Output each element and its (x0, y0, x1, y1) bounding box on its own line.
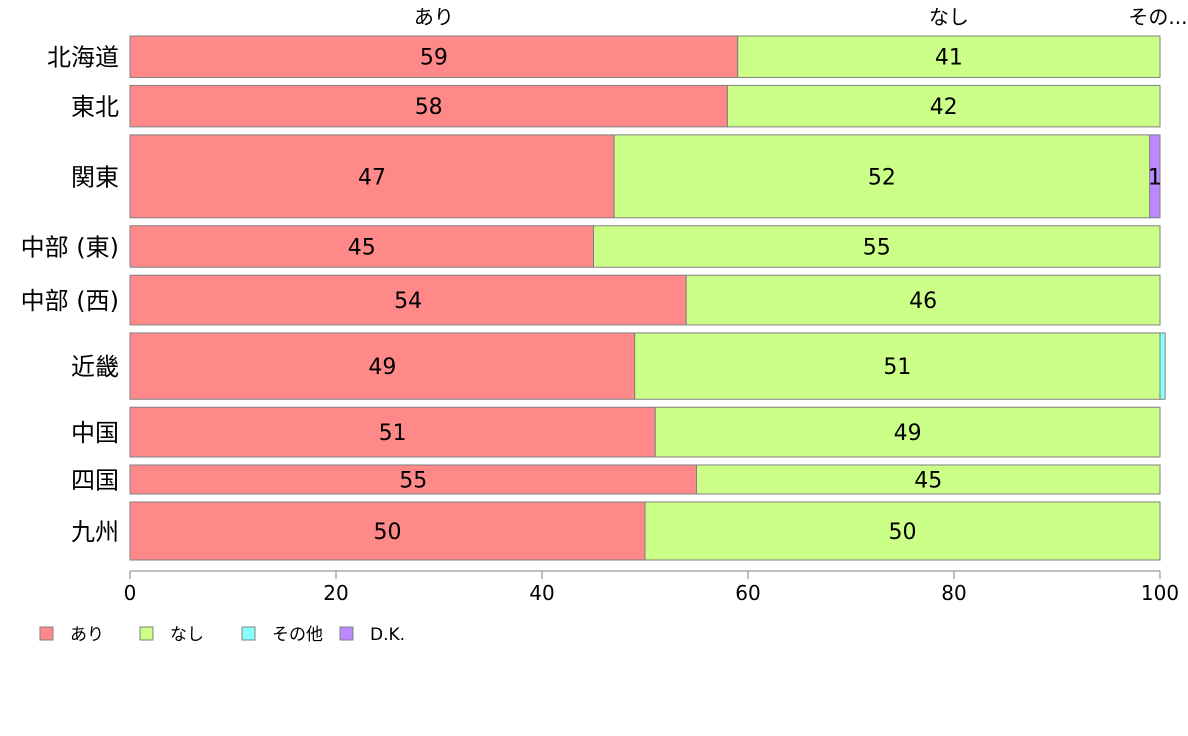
bar-segment (129, 134, 615, 219)
bar-label: 50 (889, 520, 917, 545)
x-tick-label: 40 (529, 581, 554, 605)
column-header-1: あり (414, 5, 454, 29)
x-tick-label: 20 (323, 581, 348, 605)
bar-label: 49 (894, 421, 922, 446)
bar-segment (129, 84, 728, 128)
category-label: 四国 (71, 466, 119, 494)
category-label: 東北 (71, 93, 119, 121)
bar-segment (613, 134, 1151, 219)
legend-label: あり (70, 625, 104, 645)
bar-segment (1149, 134, 1161, 219)
bar-label: 49 (368, 355, 396, 380)
bar-segment (129, 464, 697, 495)
bar-label: 50 (374, 520, 402, 545)
bar-segment (1159, 332, 1166, 400)
bar-segment (654, 406, 1161, 458)
bar-segment (696, 464, 1161, 495)
legend-swatch (139, 626, 154, 641)
legend-swatch (39, 626, 54, 641)
category-label: 近畿 (71, 353, 119, 381)
bar-label: 51 (883, 355, 911, 380)
column-header-2: なし (929, 5, 969, 29)
bar-label: 41 (935, 46, 963, 71)
bar-segment (129, 332, 636, 400)
bar-label: 46 (909, 289, 937, 314)
x-tick-label: 0 (124, 581, 137, 605)
legend-swatch (339, 626, 354, 641)
bar-segment (737, 35, 1161, 78)
bar-segment (129, 406, 656, 458)
bar-label: 59 (420, 46, 448, 71)
legend-label: その他 (272, 625, 323, 645)
bar-label: 45 (348, 235, 376, 260)
bar-segment (129, 225, 594, 268)
bar-label: 47 (358, 165, 386, 190)
bar-label: 52 (868, 165, 896, 190)
x-tick-label: 60 (735, 581, 760, 605)
bar-label: 55 (399, 468, 427, 493)
bar-segment (593, 225, 1161, 268)
category-label: 九州 (71, 518, 119, 546)
bar-label: 42 (930, 95, 958, 120)
legend-swatch (241, 626, 256, 641)
category-label: 中部 (東) (21, 233, 119, 261)
category-label: 中部 (西) (21, 287, 119, 315)
legend-label: なし (170, 625, 204, 645)
x-tick-label: 80 (941, 581, 966, 605)
bar-label: 1 (1148, 165, 1162, 190)
bar-segment (644, 501, 1161, 561)
bar-label: 45 (914, 468, 942, 493)
bar-segment (129, 274, 687, 326)
legend-label: D.K. (370, 625, 405, 645)
bar-segment (634, 332, 1161, 400)
bar-label: 54 (394, 289, 422, 314)
bar-segment (726, 84, 1161, 128)
category-label: 北海道 (47, 44, 119, 72)
column-header-3: その... (1128, 5, 1187, 29)
bar-label: 51 (379, 421, 407, 446)
bar-segment (685, 274, 1161, 326)
bar-segment (129, 35, 739, 78)
category-label: 関東 (71, 163, 119, 191)
bar-label: 55 (863, 235, 891, 260)
bar-label: 58 (415, 95, 443, 120)
x-tick-label: 100 (1141, 581, 1179, 605)
category-label: 中国 (71, 419, 119, 447)
